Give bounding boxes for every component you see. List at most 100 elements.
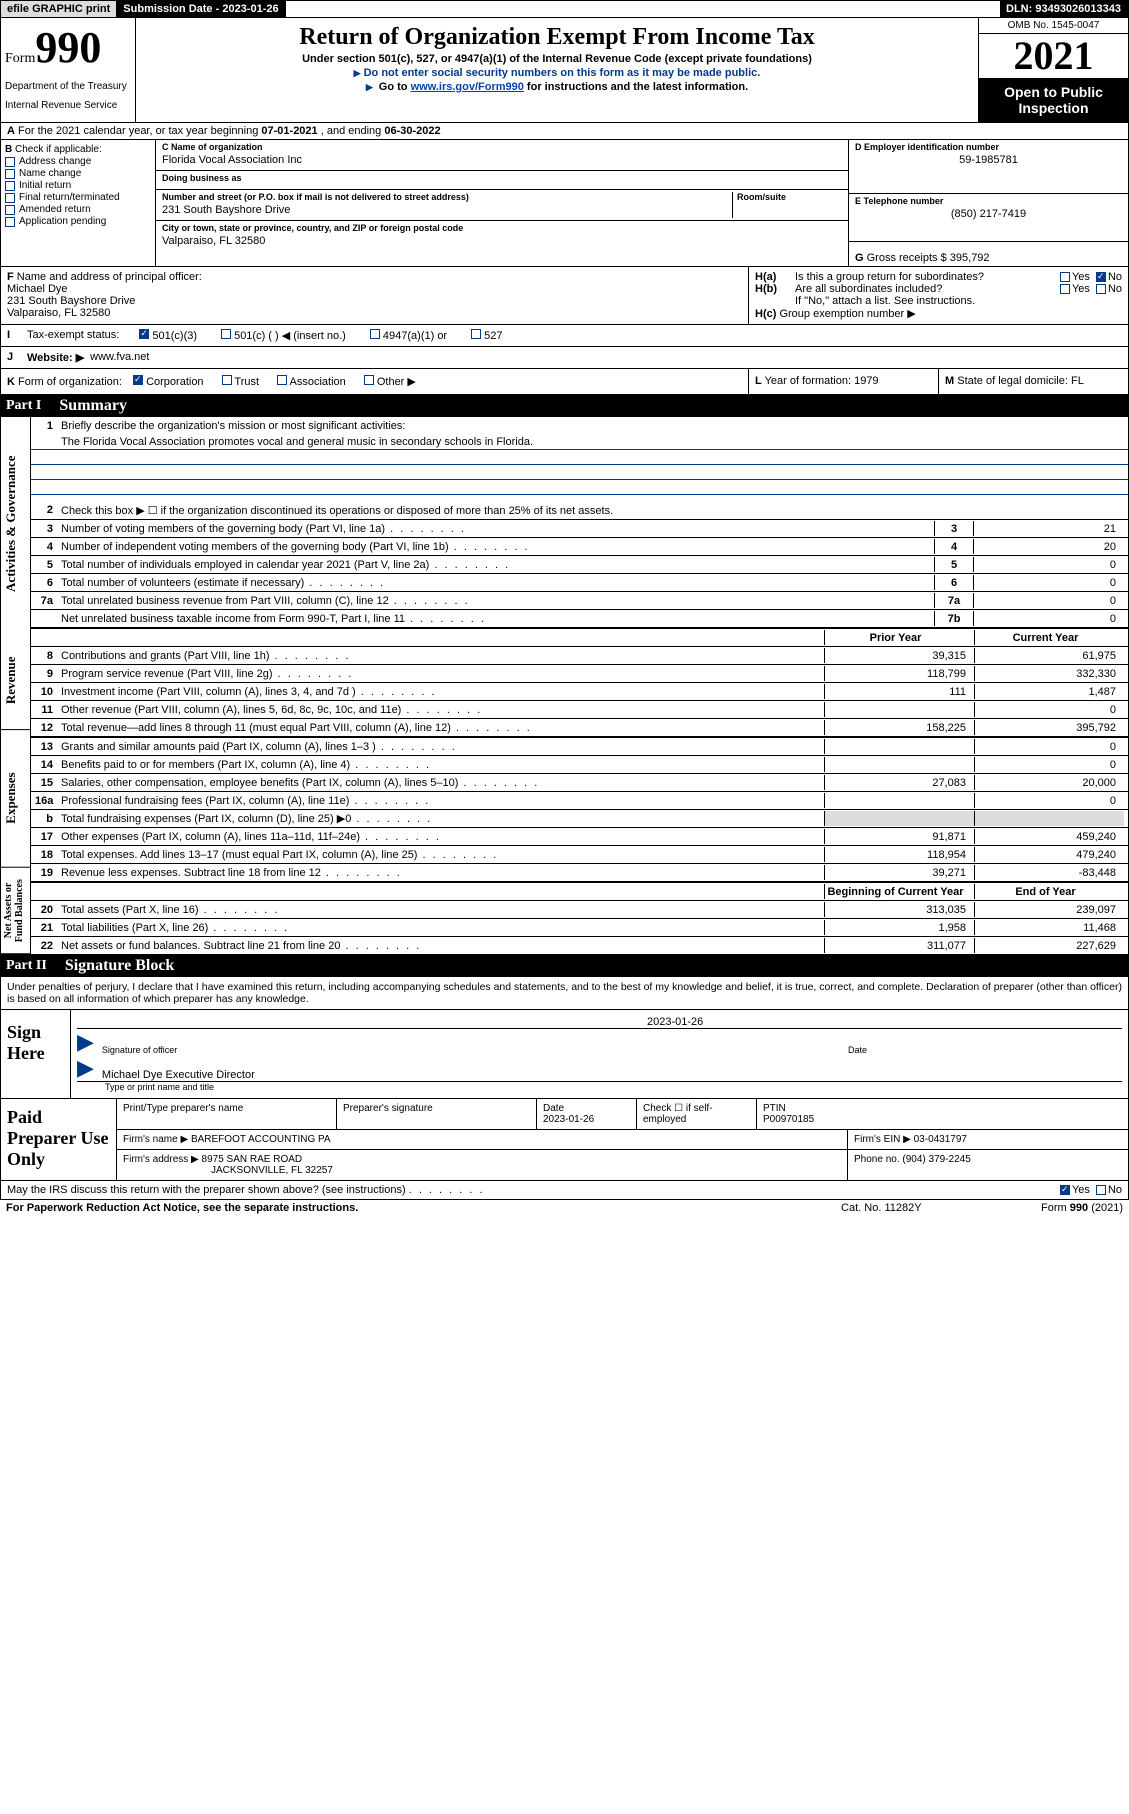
row-prior: 27,083 xyxy=(824,775,974,790)
firm-name-label: Firm's name ▶ xyxy=(123,1134,188,1145)
dln-value: 93493026013343 xyxy=(1035,3,1121,15)
paid-preparer-label: Paid Preparer Use Only xyxy=(1,1099,116,1180)
no-label2: No xyxy=(1108,283,1122,295)
checkbox[interactable] xyxy=(5,181,15,191)
ha-yes-checkbox[interactable] xyxy=(1060,272,1070,282)
ha-label: H(a) xyxy=(755,271,795,283)
row-num: 3 xyxy=(35,523,61,535)
mission-text: The Florida Vocal Association promotes v… xyxy=(31,435,1128,450)
form-number: 990 xyxy=(35,23,101,72)
section-f: F Name and address of principal officer:… xyxy=(1,267,748,324)
part2-label: Part II xyxy=(6,958,47,974)
row-desc: Net assets or fund balances. Subtract li… xyxy=(61,940,824,952)
checkbox[interactable] xyxy=(5,205,15,215)
checkbox-row: Amended return xyxy=(5,204,151,215)
sig-date-label: Date xyxy=(842,1045,1122,1055)
checkbox[interactable] xyxy=(5,193,15,203)
checkbox[interactable] xyxy=(5,169,15,179)
part1-title: Summary xyxy=(59,397,127,415)
checkbox[interactable] xyxy=(5,157,15,167)
row-num: 13 xyxy=(35,741,61,753)
checkbox-row: Initial return xyxy=(5,180,151,191)
row-val: 20 xyxy=(974,539,1124,554)
hb-no-checkbox[interactable] xyxy=(1096,284,1106,294)
checkbox[interactable] xyxy=(364,375,374,385)
checkbox-label: Address change xyxy=(19,156,91,167)
irs-label: Internal Revenue Service xyxy=(5,100,131,111)
row-current: 0 xyxy=(974,793,1124,808)
checkbox[interactable] xyxy=(471,329,481,339)
ha-no-checkbox[interactable] xyxy=(1096,272,1106,282)
col-eoy: End of Year xyxy=(974,884,1124,899)
row-prior: 158,225 xyxy=(824,720,974,735)
firm-phone-label: Phone no. xyxy=(854,1154,900,1165)
submission-date: Submission Date - 2023-01-26 xyxy=(117,1,285,17)
officer-name: Michael Dye xyxy=(7,283,742,295)
phone-label: E Telephone number xyxy=(855,196,1122,206)
discuss-yes-checkbox[interactable] xyxy=(1060,1185,1070,1195)
row-num: 6 xyxy=(35,577,61,589)
tax-status-option: 4947(a)(1) or xyxy=(370,330,447,342)
block-activities: 1 Briefly describe the organization's mi… xyxy=(31,417,1128,628)
checkbox-row: Final return/terminated xyxy=(5,192,151,203)
hb-yes-checkbox[interactable] xyxy=(1060,284,1070,294)
g-label: G xyxy=(855,252,864,264)
discuss-no-checkbox[interactable] xyxy=(1096,1185,1106,1195)
submission-date-value: 2023-01-26 xyxy=(222,3,278,15)
sig-officer-label: Signature of officer xyxy=(102,1045,834,1055)
checkbox[interactable] xyxy=(133,375,143,385)
row-a-begin: 07-01-2021 xyxy=(261,125,317,137)
irs-link[interactable]: www.irs.gov/Form990 xyxy=(411,81,524,93)
checkbox[interactable] xyxy=(221,329,231,339)
prep-self-employed: Check ☐ if self-employed xyxy=(637,1099,757,1129)
org-name: Florida Vocal Association Inc xyxy=(162,152,842,168)
dept-treasury: Department of the Treasury xyxy=(5,81,131,92)
link-note: Go to www.irs.gov/Form990 for instructio… xyxy=(142,81,972,93)
row-current: 239,097 xyxy=(974,902,1124,917)
tax-status-option: 501(c) ( ) ◀ (insert no.) xyxy=(221,330,346,342)
row-prior: 111 xyxy=(824,684,974,699)
hc-text: Group exemption number ▶ xyxy=(779,308,915,320)
firm-phone-value: (904) 379-2245 xyxy=(902,1154,970,1165)
row-val: 0 xyxy=(974,575,1124,590)
dln: DLN: 93493026013343 xyxy=(1000,1,1128,17)
checkbox[interactable] xyxy=(277,375,287,385)
efile-button[interactable]: efile GRAPHIC print xyxy=(1,1,117,17)
omb-number: OMB No. 1545-0047 xyxy=(979,18,1128,34)
prep-sig-label: Preparer's signature xyxy=(337,1099,537,1129)
section-klm: K Form of organization: Corporation Trus… xyxy=(0,369,1129,395)
section-k: K Form of organization: Corporation Trus… xyxy=(1,369,748,394)
summary-row: 9 Program service revenue (Part VIII, li… xyxy=(31,664,1128,682)
checkbox[interactable] xyxy=(5,217,15,227)
k-label: K xyxy=(7,376,15,388)
header-center: Return of Organization Exempt From Incom… xyxy=(136,18,978,122)
b-label: B xyxy=(5,144,12,155)
line1-desc: Briefly describe the organization's miss… xyxy=(61,420,1124,432)
checkbox[interactable] xyxy=(222,375,232,385)
row-current: 0 xyxy=(974,739,1124,754)
header-right: OMB No. 1545-0047 2021 Open to Public In… xyxy=(978,18,1128,122)
checkbox[interactable] xyxy=(139,329,149,339)
block-expenses: 13 Grants and similar amounts paid (Part… xyxy=(31,737,1128,882)
k-text: Form of organization: xyxy=(18,376,122,388)
row-desc: Net unrelated business taxable income fr… xyxy=(61,613,934,625)
perjury-statement: Under penalties of perjury, I declare th… xyxy=(0,977,1129,1010)
firm-addr2: JACKSONVILLE, FL 32257 xyxy=(123,1165,841,1176)
col-current: Current Year xyxy=(974,630,1124,645)
discuss-row: May the IRS discuss this return with the… xyxy=(0,1181,1129,1200)
org-form-option: Association xyxy=(277,376,346,388)
mission-blank2 xyxy=(31,465,1128,480)
row-desc: Grants and similar amounts paid (Part IX… xyxy=(61,741,824,753)
row-num: 18 xyxy=(35,849,61,861)
row-num: 4 xyxy=(35,541,61,553)
part1-header: Part I Summary xyxy=(0,395,1129,417)
row-col-num: 7a xyxy=(934,593,974,608)
officer-city: Valparaiso, FL 32580 xyxy=(7,307,742,319)
checkbox[interactable] xyxy=(370,329,380,339)
mission-blank1 xyxy=(31,450,1128,465)
hb-note: If "No," attach a list. See instructions… xyxy=(755,295,1122,307)
officer-type-label: Type or print name and title xyxy=(77,1082,1122,1092)
row-a-label: A xyxy=(7,125,15,137)
l-text: Year of formation: xyxy=(765,375,851,387)
b-intro: Check if applicable: xyxy=(15,144,102,155)
